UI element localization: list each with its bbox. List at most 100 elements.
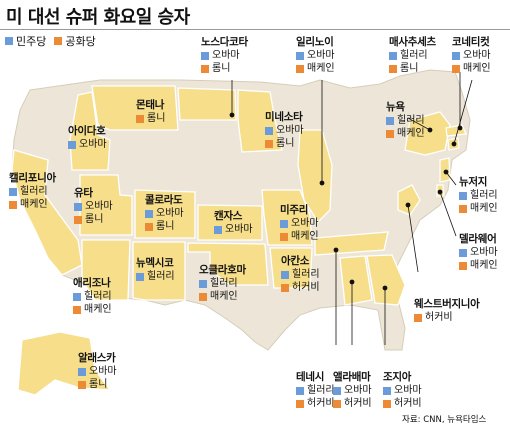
dem-winner: 힐러리: [389, 49, 436, 62]
dem-swatch-icon: [296, 51, 304, 60]
legend-dem-label: 민주당: [16, 35, 47, 48]
state-name: 캘리포니아: [9, 172, 56, 184]
dem-winner-name: 오바마: [212, 50, 240, 61]
state-name: 미주리: [280, 204, 309, 216]
dem-swatch-icon: [389, 51, 397, 60]
state-name: 코네티컷: [452, 36, 490, 48]
dem-swatch-icon: [199, 279, 207, 288]
state-label-arkansas: 아칸소 힐러리 허커비: [281, 254, 320, 294]
legend-dem: 민주당: [5, 33, 46, 49]
state-label-illinois: 일리노이 오바마 매케인: [296, 35, 335, 75]
dem-swatch-icon: [459, 191, 467, 200]
rep-winner-name: 롬니: [156, 221, 175, 232]
state-label-delaware: 델라웨어 오바마 매케인: [459, 232, 498, 272]
rep-winner: 매케인: [9, 198, 56, 211]
rep-swatch-icon: [54, 37, 63, 45]
state-label-utah: 유타 오바마 롬니: [74, 186, 113, 226]
page-title: 미 대선 슈퍼 화요일 승자: [6, 7, 190, 28]
dem-winner-name: 오바마: [307, 50, 335, 61]
state-name: 콜로라도: [145, 194, 183, 206]
state-name: 조지아: [383, 371, 412, 383]
dem-swatch-icon: [9, 187, 17, 196]
state-shape-oklahoma: [187, 242, 269, 286]
state-label-georgia: 조지아 오바마 허커비: [383, 370, 422, 410]
state-label-california: 캘리포니아 힐러리 매케인: [9, 171, 56, 211]
state-name: 캔자스: [214, 210, 243, 222]
source-credit: 자료: CNN, 뉴욕타임스: [402, 415, 487, 425]
state-shape-minnesota: [237, 89, 283, 153]
dem-winner: 오바마: [333, 384, 372, 397]
rep-winner: 허커비: [296, 397, 335, 410]
rep-winner: 매케인: [199, 290, 246, 303]
dem-winner: 오바마: [459, 246, 498, 259]
leader-new-york: [407, 117, 431, 131]
dem-swatch-icon: [452, 51, 460, 60]
dem-winner-name: 오바마: [344, 385, 372, 396]
state-name: 테네시: [296, 371, 325, 383]
rep-winner: 롬니: [74, 213, 113, 226]
dem-winner: 오바마: [74, 200, 113, 213]
state-name: 알래스카: [78, 352, 116, 364]
state-name: 유타: [74, 187, 93, 199]
state-shape-california: [11, 149, 83, 276]
state-label-tennessee: 테네시 힐러리 허커비: [296, 370, 335, 410]
dem-winner: 오바마: [145, 207, 184, 220]
rep-winner-name: 롬니: [89, 379, 108, 390]
dem-winner-name: 오바마: [85, 201, 113, 212]
rep-swatch-icon: [145, 222, 153, 231]
dem-winner: 오바마: [383, 384, 422, 397]
rep-winner-name: 매케인: [470, 260, 498, 271]
dem-winner-name: 오바마: [463, 50, 491, 61]
rep-swatch-icon: [452, 64, 460, 73]
rep-winner: 롬니: [265, 137, 304, 150]
dem-swatch-icon: [145, 209, 153, 218]
dem-swatch-icon: [136, 272, 144, 281]
rep-winner-name: 매케인: [397, 128, 425, 139]
state-shape-west-virginia: [397, 184, 421, 216]
dem-winner-name: 힐러리: [397, 115, 425, 126]
dem-winner-name: 힐러리: [292, 269, 320, 280]
dem-swatch-icon: [74, 202, 82, 211]
rep-winner: 매케인: [73, 303, 112, 316]
dem-winner-name: 오바마: [276, 125, 304, 136]
rep-swatch-icon: [280, 232, 288, 241]
dem-swatch-icon: [296, 386, 304, 395]
state-name: 아이다호: [68, 125, 106, 137]
dem-winner-name: 힐러리: [210, 278, 238, 289]
rep-winner-name: 매케인: [84, 304, 112, 315]
state-name: 델라웨어: [459, 233, 497, 245]
rep-winner: 롬니: [201, 62, 248, 75]
rep-swatch-icon: [265, 139, 273, 148]
state-shape-arkansas: [269, 247, 313, 289]
dem-swatch-icon: [265, 126, 273, 135]
rep-winner-name: 롬니: [85, 214, 104, 225]
leader-connecticut: [453, 79, 473, 145]
state-label-north-dakota: 노스다코타 오바마 롬니: [201, 35, 248, 75]
dem-winner-name: 힐러리: [147, 271, 175, 282]
dem-swatch-icon: [281, 270, 289, 279]
rep-winner: 허커비: [333, 397, 372, 410]
rep-winner: 롬니: [136, 112, 165, 125]
state-label-minnesota: 미네소타 오바마 롬니: [265, 110, 304, 150]
legend-rep: 공화당: [54, 33, 96, 49]
state-label-connecticut: 코네티컷 오바마 매케인: [452, 35, 491, 75]
rep-winner: 매케인: [386, 127, 425, 140]
dem-winner: 오바마: [68, 138, 107, 151]
dem-winner-name: 오바마: [470, 247, 498, 258]
dem-swatch-icon: [280, 219, 288, 228]
dem-swatch-icon: [383, 386, 391, 395]
leader-delaware: [439, 191, 457, 237]
rep-winner-name: 롬니: [276, 138, 295, 149]
dem-swatch-icon: [214, 225, 222, 234]
rep-winner-name: 롬니: [147, 113, 166, 124]
state-shape-georgia: [366, 254, 406, 306]
dem-winner-name: 힐러리: [307, 385, 335, 396]
dem-winner: 힐러리: [296, 384, 335, 397]
state-label-alaska: 알래스카 오바마 롬니: [78, 351, 117, 391]
state-shape-arizona: [81, 239, 131, 301]
dem-winner-name: 힐러리: [400, 50, 428, 61]
rep-swatch-icon: [383, 399, 391, 408]
dem-winner-name: 오바마: [79, 139, 107, 150]
rep-winner-name: 매케인: [463, 63, 491, 74]
state-name: 앨라배마: [333, 371, 371, 383]
